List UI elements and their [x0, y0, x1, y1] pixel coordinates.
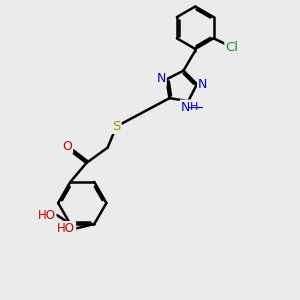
Text: HO: HO [38, 208, 56, 222]
Text: N: N [198, 78, 208, 91]
Text: Cl: Cl [225, 40, 238, 54]
Text: HO: HO [57, 222, 75, 235]
Text: H: H [190, 102, 198, 112]
Text: S: S [112, 120, 121, 133]
Text: O: O [62, 140, 72, 153]
Text: N: N [181, 100, 190, 113]
Text: N: N [157, 72, 166, 85]
